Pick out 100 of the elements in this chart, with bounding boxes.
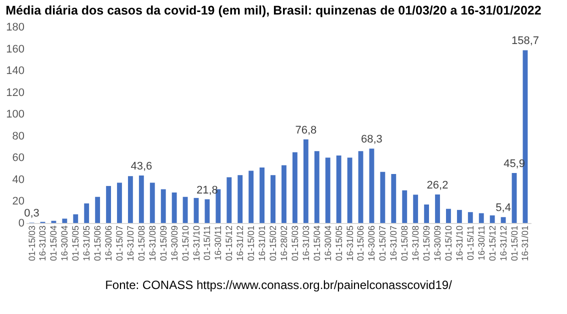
bar [314, 151, 320, 223]
bar [172, 192, 177, 223]
y-tick-label: 180 [6, 22, 24, 34]
x-tick-label: 16-30/09 [432, 226, 443, 262]
x-tick-label: 16-31/12 [498, 226, 508, 262]
bar [182, 196, 188, 223]
data-label: 158,7 [511, 35, 540, 48]
x-tick-label: 01-15/11 [465, 226, 476, 260]
x-tick-label: 16-30/06 [104, 226, 114, 262]
bar [150, 182, 155, 223]
x-tick-label: 01-15/01 [509, 226, 520, 262]
y-tick-label: 160 [6, 43, 24, 56]
x-tick-label: 16-31/10 [454, 226, 464, 262]
x-tick-label: 01-15/07 [378, 226, 388, 262]
bar [402, 190, 408, 223]
bar [325, 158, 330, 223]
x-tick-label: 16-31/05 [344, 226, 355, 262]
bar [490, 215, 495, 223]
x-tick-label: 01-15/04 [48, 226, 59, 262]
bar [95, 196, 100, 223]
x-tick-label: 16-31/03 [300, 226, 311, 262]
x-tick-label: 01-15/10 [180, 226, 190, 262]
x-tick-label: 16-28/02 [278, 226, 289, 262]
x-tick-label: 16-31/07 [125, 226, 136, 262]
x-tick-label: 16-31/08 [410, 226, 421, 262]
bar [358, 151, 364, 223]
x-tick-label: 01-15/10 [443, 226, 454, 262]
x-tick-label: 01-15/08 [136, 226, 146, 262]
x-tick-label: 01-15/12 [487, 226, 498, 262]
data-label: 76,8 [295, 124, 317, 136]
x-tick-label: 16-30/04 [60, 226, 70, 262]
x-tick-label: 01-15/05 [70, 226, 81, 262]
x-tick-label: 16-31/10 [191, 226, 202, 262]
x-tick-label: 16-31/01 [257, 226, 268, 262]
bar [478, 213, 484, 223]
y-tick-label: 60 [12, 152, 24, 164]
x-tick-label: 01-15/05 [334, 226, 344, 262]
x-tick-label: 01-15/02 [268, 226, 278, 262]
data-label: 26,2 [426, 179, 448, 192]
chart-title: Média diária dos casos da covid-19 (em mil), Brasil: quinzenas de 01/03/20 a 16-31/01/2022 [6, 4, 542, 18]
bar [62, 218, 68, 223]
x-tick-label: 01-15/03 [26, 226, 37, 262]
x-tick-label: 01-15/01 [246, 226, 256, 262]
x-tick-label: 01-15/09 [422, 226, 432, 262]
x-tick-label: 01-15/11 [202, 226, 212, 260]
x-tick-label: 16-31/07 [388, 226, 399, 262]
x-tick-label: 01-15/06 [92, 226, 103, 262]
bar [292, 152, 298, 223]
x-tick-label: 01-15/03 [290, 226, 300, 262]
x-tick-label: 01-15/12 [224, 226, 234, 262]
bar [248, 170, 254, 223]
data-label: 5,4 [496, 202, 511, 214]
x-tick-label: 16-30/11 [213, 226, 224, 260]
bar [456, 210, 462, 223]
bar [369, 148, 374, 223]
data-label: 0,3 [24, 208, 40, 220]
bar [347, 158, 352, 223]
bar [204, 199, 210, 223]
bar [138, 176, 144, 223]
y-tick-label: 0 [18, 218, 24, 230]
y-tick-label: 80 [12, 130, 24, 142]
data-label: 68,3 [361, 134, 382, 146]
bar [216, 189, 221, 223]
x-tick-label: 16-30/06 [366, 226, 377, 262]
x-tick-label: 16-30/09 [169, 226, 180, 262]
bar [226, 177, 232, 223]
bar [270, 175, 276, 223]
bar [73, 214, 78, 223]
bar [446, 208, 451, 223]
x-tick-label: 16-31/05 [82, 226, 92, 262]
x-tick-label: 01-15/08 [400, 226, 410, 262]
x-tick-label: 01-15/04 [312, 226, 322, 262]
source-note: Fonte: CONASS https://www.conass.org.br/painelconasscovid19/ [105, 278, 453, 292]
bar [336, 155, 342, 223]
y-tick-label: 20 [12, 196, 24, 208]
y-tick-label: 140 [6, 65, 24, 78]
bar [160, 189, 166, 223]
y-tick-label: 120 [6, 86, 24, 99]
bar [435, 194, 440, 223]
bar [522, 50, 528, 223]
bar [500, 217, 506, 223]
bar [391, 174, 396, 223]
bar [194, 198, 199, 223]
x-tick-label: 01-15/09 [158, 226, 168, 262]
bar [380, 172, 386, 223]
y-tick-label: 40 [12, 174, 24, 186]
x-tick-label: 16-31/01 [520, 226, 530, 262]
data-label: 21,8 [196, 184, 218, 196]
bar [106, 186, 111, 223]
x-tick-label: 16-31/03 [38, 226, 48, 262]
bar [117, 182, 122, 223]
bar [468, 212, 473, 223]
x-tick-label: 01-15/06 [356, 226, 366, 262]
bar [413, 194, 418, 223]
bar [512, 173, 517, 223]
x-tick-label: 01-15/07 [114, 226, 124, 262]
bar [84, 203, 90, 223]
bar [128, 176, 133, 223]
bar [282, 165, 286, 223]
bar [303, 139, 308, 223]
